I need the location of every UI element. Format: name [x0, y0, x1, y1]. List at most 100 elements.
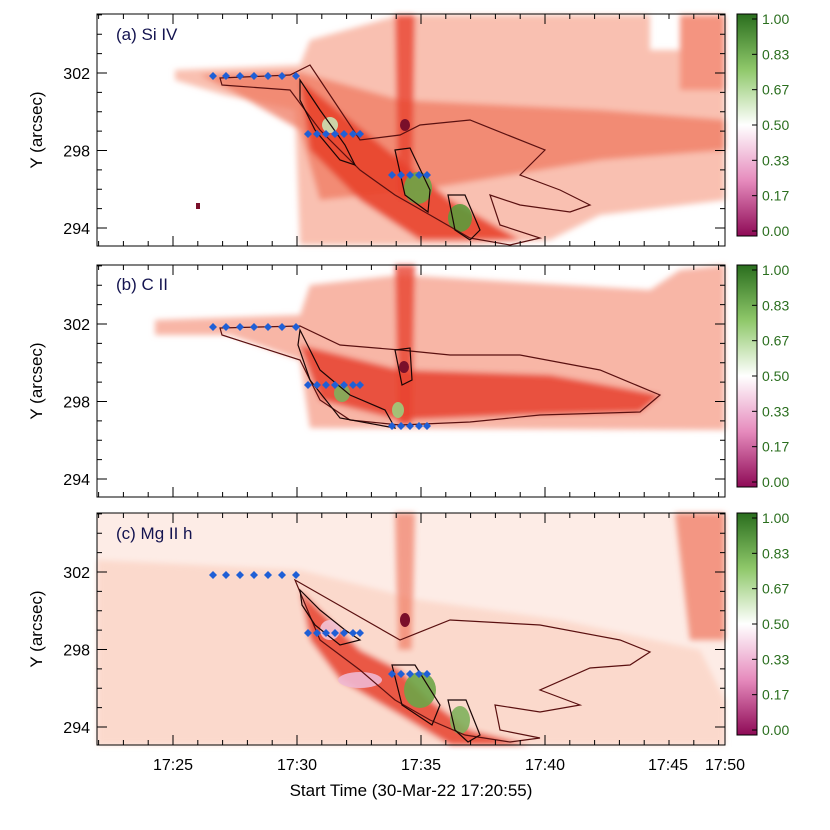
- marker: [236, 72, 244, 80]
- marker: [304, 381, 312, 389]
- marker: [388, 171, 396, 179]
- marker: [397, 171, 405, 179]
- colorbar-tick-label: 0.67: [762, 333, 789, 349]
- marker: [292, 571, 300, 579]
- colorbar-tick-label: 1.00: [762, 510, 789, 526]
- marker: [322, 381, 330, 389]
- colorbar-tick-label: 0.67: [762, 581, 789, 597]
- y-tick-label: 298: [63, 643, 90, 660]
- marker: [340, 629, 348, 637]
- panel-c-frame: [96, 512, 726, 746]
- axes: 294 298 302 Y (arcsec) 294 298 302 Y (arcsec) 29…: [27, 14, 745, 774]
- marker: [406, 171, 414, 179]
- marker: [331, 381, 339, 389]
- panel-c-label: (c) Mg II h: [116, 524, 193, 543]
- marker: [222, 323, 230, 331]
- x-tick-label: 17:25: [153, 757, 193, 774]
- colorbar-tick-label: 0.17: [762, 439, 789, 455]
- marker: [292, 323, 300, 331]
- panel-c-intensity: [97, 513, 725, 745]
- marker: [356, 130, 364, 138]
- marker: [406, 422, 414, 430]
- panel-a: (a) Si IV: [96, 13, 726, 247]
- marker: [415, 670, 423, 678]
- panel-b-contours: [219, 325, 662, 429]
- y-tick-label: 302: [63, 565, 90, 582]
- colorbar-tick-label: 0.33: [762, 403, 789, 419]
- panel-a-markers: [209, 72, 431, 179]
- marker: [331, 130, 339, 138]
- marker: [349, 629, 357, 637]
- y-axis-title: Y (arcsec): [27, 342, 46, 419]
- panel-a-frame: [96, 13, 726, 247]
- marker: [356, 629, 364, 637]
- x-tick-label: 17:30: [277, 757, 317, 774]
- colorbar-tick-label: 0.50: [762, 117, 789, 133]
- y-tick-label: 302: [63, 66, 90, 83]
- marker: [222, 72, 230, 80]
- panel-b-green-patches: [334, 361, 409, 418]
- colorbar-tick-label: 0.17: [762, 687, 789, 703]
- marker: [331, 629, 339, 637]
- colorbars: 1.00 0.83 0.67 0.50 0.33 0.17 0.00 1.00 0.83 0.67…: [736, 11, 789, 738]
- marker: [322, 629, 330, 637]
- x-axis-title: Start Time (30-Mar-22 17:20:55): [290, 781, 533, 800]
- marker: [340, 130, 348, 138]
- marker: [406, 670, 414, 678]
- colorbar-tick-label: 0.50: [762, 368, 789, 384]
- marker: [349, 130, 357, 138]
- marker: [388, 670, 396, 678]
- marker: [415, 171, 423, 179]
- marker: [264, 72, 272, 80]
- marker: [397, 670, 405, 678]
- y-tick-label: 298: [63, 395, 90, 412]
- panel-b: (b) C II: [96, 264, 726, 498]
- panel-a-intensity: [175, 15, 725, 245]
- y-tick-label: 294: [63, 472, 90, 489]
- marker: [292, 72, 300, 80]
- marker: [349, 381, 357, 389]
- y-axis-title: Y (arcsec): [27, 91, 46, 168]
- panel-b-markers: [209, 323, 431, 430]
- marker: [304, 629, 312, 637]
- colorbar-tick-label: 0.00: [762, 223, 789, 239]
- x-tick-label: 17:45: [648, 757, 688, 774]
- colorbar-tick-label: 1.00: [762, 11, 789, 27]
- marker: [209, 571, 217, 579]
- colorbar-tick-label: 0.33: [762, 651, 789, 667]
- marker: [250, 72, 258, 80]
- colorbar-tick-label: 0.17: [762, 188, 789, 204]
- marker: [209, 323, 217, 331]
- marker: [313, 381, 321, 389]
- panel-c-markers: [209, 571, 431, 678]
- y-tick-label: 294: [63, 720, 90, 737]
- marker: [388, 422, 396, 430]
- y-tick-label: 294: [63, 221, 90, 238]
- colorbar-tick-label: 0.00: [762, 474, 789, 490]
- x-tick-label: 17:35: [401, 757, 441, 774]
- marker: [397, 422, 405, 430]
- marker: [236, 323, 244, 331]
- marker: [278, 72, 286, 80]
- colorbar-tick-label: 0.83: [762, 46, 789, 62]
- colorbar-tick-label: 0.33: [762, 152, 789, 168]
- marker: [209, 72, 217, 80]
- marker: [278, 323, 286, 331]
- x-tick-label: 17:50: [705, 757, 745, 774]
- y-tick-label: 298: [63, 144, 90, 161]
- marker: [264, 323, 272, 331]
- marker: [415, 422, 423, 430]
- panel-b-frame: [96, 264, 726, 498]
- marker: [313, 130, 321, 138]
- panel-a-contours: [219, 64, 592, 246]
- marker: [313, 629, 321, 637]
- colorbar-tick-label: 0.83: [762, 297, 789, 313]
- marker: [423, 422, 431, 430]
- panel-c: (c) Mg II h: [96, 512, 726, 746]
- panel-b-intensity: [155, 265, 725, 430]
- panel-c-contours: [293, 578, 652, 743]
- colorbar-tick-label: 0.00: [762, 722, 789, 738]
- marker: [278, 571, 286, 579]
- marker: [250, 323, 258, 331]
- colorbar-tick-label: 0.50: [762, 616, 789, 632]
